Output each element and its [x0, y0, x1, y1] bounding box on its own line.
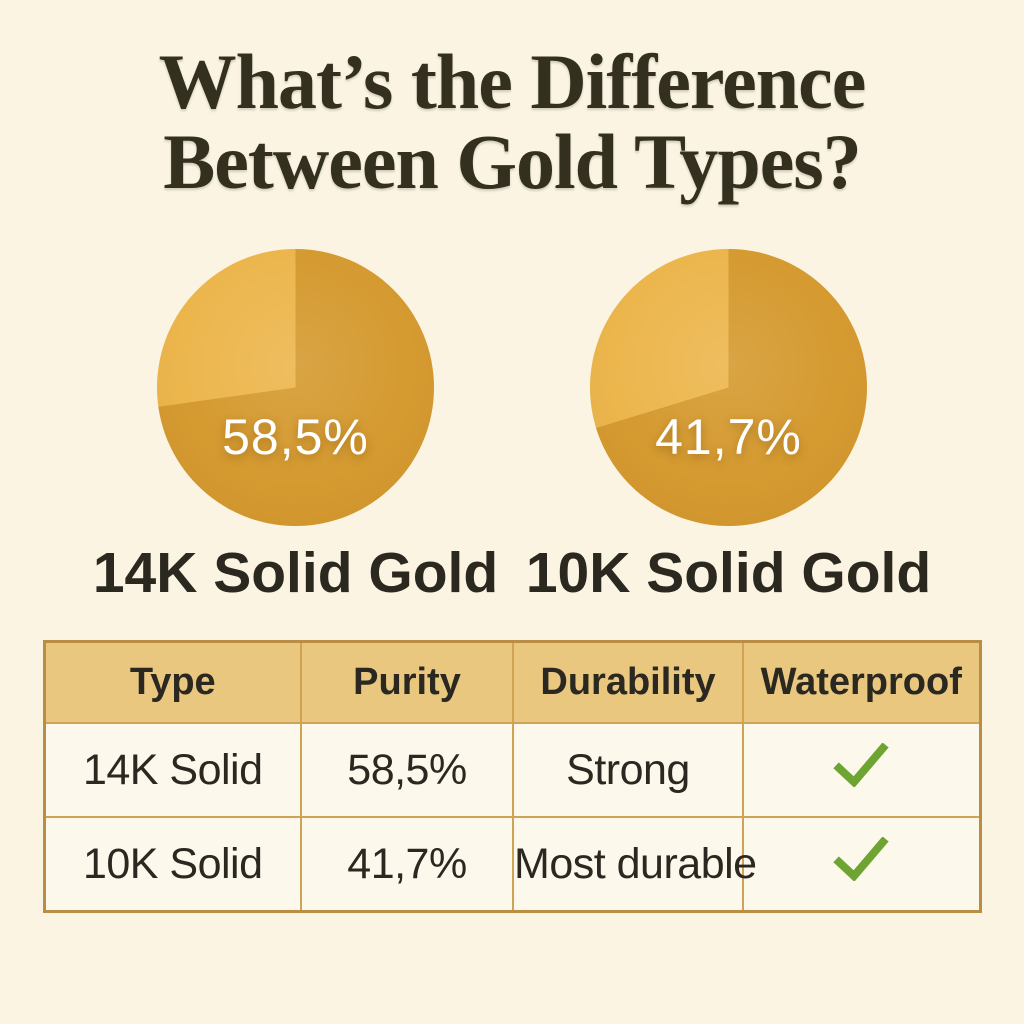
header-cell-purity: Purity — [300, 640, 514, 725]
cell-waterproof-14k — [742, 722, 981, 819]
cell-purity-10k: 41,7% — [300, 816, 514, 913]
cell-type-14k: 14K Solid — [43, 722, 302, 819]
pie-chart-14k: 58,5% — [157, 249, 434, 527]
comparison-table: Type Purity Durability Waterproof 14K So… — [42, 640, 982, 914]
checkmark-icon — [833, 742, 889, 787]
page-title-line-2: Between Gold Types? — [163, 117, 861, 205]
checkmark-icon — [833, 836, 889, 881]
pie-group-10k: 41,7% 10K Solid Gold — [514, 249, 944, 606]
page-title: What’s the Difference Between Gold Types… — [0, 0, 1024, 201]
pie-caption-14k: 14K Solid Gold — [92, 541, 499, 606]
cell-durability-14k: Strong — [512, 722, 744, 819]
cell-purity-14k: 58,5% — [300, 722, 514, 819]
table-header-row: Type Purity Durability Waterproof — [43, 640, 981, 725]
header-cell-type: Type — [43, 640, 302, 725]
pie-charts-row: 58,5% 14K Solid Gold 41,7% 10K Solid Gol… — [0, 249, 1024, 606]
cell-type-10k: 10K Solid — [43, 816, 302, 913]
cell-durability-10k: Most durable — [512, 816, 757, 913]
table-row-14k: 14K Solid 58,5% Strong — [43, 722, 981, 819]
header-cell-durability: Durability — [512, 640, 744, 725]
page-title-line-1: What’s the Difference — [158, 38, 867, 125]
header-cell-waterproof: Waterproof — [742, 640, 981, 725]
cell-waterproof-10k — [742, 816, 981, 913]
pie-label-10k: 41,7% — [655, 409, 802, 466]
pie-label-14k: 58,5% — [222, 409, 369, 466]
pie-chart-10k: 41,7% — [590, 249, 867, 527]
pie-group-14k: 58,5% 14K Solid Gold — [81, 249, 511, 606]
table-row-10k: 10K Solid 41,7% Most durable — [43, 816, 981, 913]
pie-caption-10k: 10K Solid Gold — [525, 541, 932, 606]
